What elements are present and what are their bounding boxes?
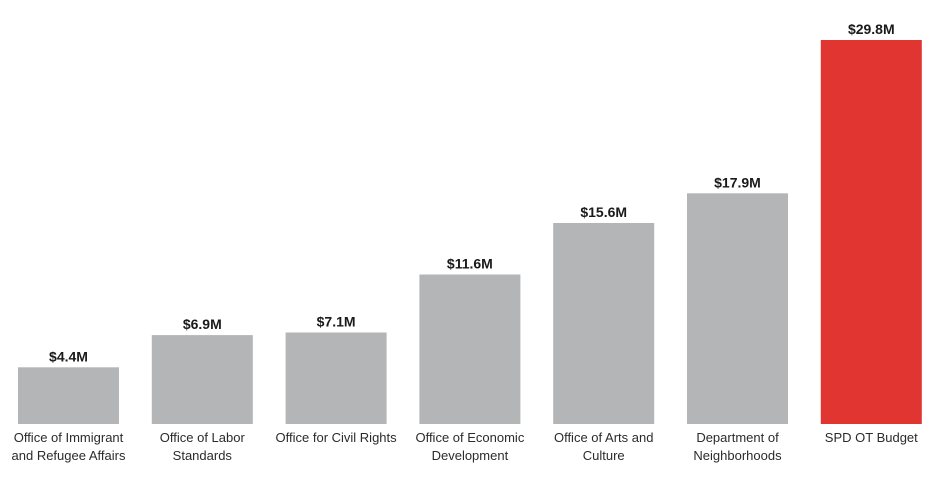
value-label-2: $7.1M <box>317 314 356 330</box>
category-label-3: Office of Economic Development <box>415 430 524 463</box>
category-label-1-line-0: Office of Labor <box>160 430 246 445</box>
category-label-0-line-0: Office of Immigrant <box>14 430 124 445</box>
bar-5 <box>687 193 788 424</box>
value-label-1: $6.9M <box>183 316 222 332</box>
bar-4 <box>553 223 655 424</box>
category-label-0: Office of Immigrant and Refugee Affairs <box>12 430 126 463</box>
category-label-2-line-0: Office for Civil Rights <box>276 430 398 445</box>
value-label-3: $11.6M <box>447 256 493 272</box>
category-label-1: Office of Labor Standards <box>160 430 246 463</box>
category-label-5: Department of Neighborhoods <box>693 430 782 463</box>
category-label-1-line-1: Standards <box>173 448 233 463</box>
value-label-6: $29.8M <box>848 21 895 37</box>
category-label-4-line-0: Office of Arts and <box>554 430 653 445</box>
category-label-4-line-1: Culture <box>583 448 625 463</box>
value-labels-group: $4.4M $6.9M $7.1M $11.6M $15.6M $17.9M $29.8M <box>49 21 895 364</box>
category-label-2: Office for Civil Rights <box>276 430 398 445</box>
bars-group <box>18 40 922 424</box>
category-label-0-line-1: and Refugee Affairs <box>12 448 126 463</box>
category-label-5-line-0: Department of <box>696 430 779 445</box>
value-label-4: $15.6M <box>580 204 627 220</box>
category-label-5-line-1: Neighborhoods <box>693 448 782 463</box>
category-label-6: SPD OT Budget <box>825 430 918 445</box>
category-label-6-line-0: SPD OT Budget <box>825 430 918 445</box>
bar-3 <box>419 274 521 424</box>
category-label-3-line-0: Office of Economic <box>415 430 524 445</box>
value-label-0: $4.4M <box>49 348 88 364</box>
bar-0 <box>18 367 119 424</box>
bar-1 <box>151 335 253 424</box>
value-label-5: $17.9M <box>714 174 761 190</box>
category-label-3-line-1: Development <box>432 448 509 463</box>
category-labels-group: Office of Immigrant and Refugee AffairsOf… <box>12 430 919 463</box>
category-label-4: Office of Arts and Culture <box>554 430 653 463</box>
bar-6 <box>820 40 922 424</box>
bar-2 <box>285 332 387 424</box>
